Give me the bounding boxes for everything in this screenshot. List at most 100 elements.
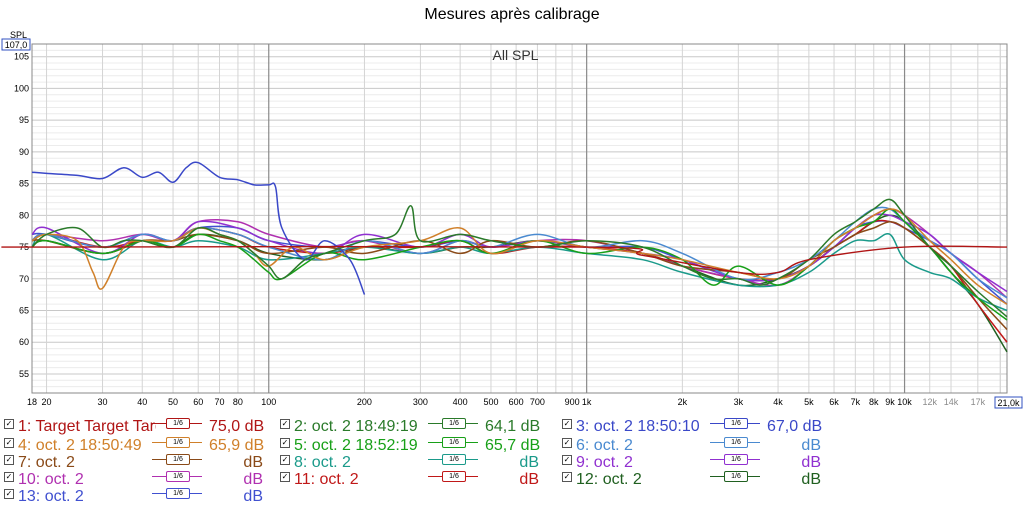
series-line — [31, 214, 1008, 353]
grid — [32, 43, 1007, 394]
x-tick-label: 700 — [530, 397, 545, 407]
legend-checkbox[interactable]: ✓ — [280, 455, 290, 465]
y-tick-label: 60 — [19, 337, 29, 347]
smoothing-selector[interactable]: 1/6 — [152, 418, 202, 429]
x-tick-label: 3k — [734, 397, 744, 407]
x-tick-label: 12k — [922, 397, 937, 407]
series-lines — [1, 161, 1008, 353]
y-tick-label: 85 — [19, 179, 29, 189]
legend-value: dB — [243, 454, 263, 471]
legend-checkbox[interactable]: ✓ — [4, 472, 14, 482]
legend-item[interactable]: ✓ 2: oct. 2 18:49:19 1/6 64,1 dB — [280, 417, 550, 435]
legend-item[interactable]: ✓ 13: oct. 2 1/6 dB — [4, 487, 274, 505]
legend-item[interactable]: ✓ 11: oct. 2 1/6 dB — [280, 470, 550, 488]
legend-item[interactable]: ✓ 9: oct. 2 1/6 dB — [562, 453, 832, 471]
legend-value: dB — [243, 471, 263, 488]
smoothing-selector[interactable]: 1/6 — [152, 488, 202, 499]
smoothing-label: 1/6 — [724, 418, 748, 429]
legend-item[interactable]: ✓ 8: oct. 2 1/6 dB — [280, 453, 550, 471]
legend-checkbox[interactable]: ✓ — [4, 438, 14, 448]
x-tick-label: 7k — [851, 397, 861, 407]
legend-checkbox[interactable]: ✓ — [562, 438, 572, 448]
legend-item[interactable]: ✓ 10: oct. 2 1/6 dB — [4, 470, 274, 488]
legend-series-name: 8: oct. 2 — [294, 454, 351, 471]
x-tick-label: 400 — [453, 397, 468, 407]
legend-checkbox[interactable]: ✓ — [562, 419, 572, 429]
series-line — [31, 206, 1008, 299]
x-tick-label: 9k — [885, 397, 895, 407]
smoothing-label: 1/6 — [442, 454, 466, 465]
smoothing-label: 1/6 — [724, 471, 748, 482]
legend-item[interactable]: ✓ 5: oct. 2 18:52:19 1/6 65,7 dB — [280, 436, 550, 454]
smoothing-selector[interactable]: 1/6 — [710, 454, 760, 465]
smoothing-selector[interactable]: 1/6 — [710, 437, 760, 448]
legend-value: 65,7 dB — [485, 437, 541, 454]
smoothing-selector[interactable]: 1/6 — [710, 418, 760, 429]
legend-series-name: 10: oct. 2 — [18, 471, 84, 488]
page-title: Mesures après calibrage — [424, 6, 600, 23]
y-max-readout[interactable]: 107,0 — [1, 38, 31, 51]
x-tick-label: 4k — [773, 397, 783, 407]
legend-value: 65,9 dB — [209, 437, 265, 454]
legend-series-name: 1: Target Target Target août 14 18: — [18, 418, 156, 435]
x-tick-label: 17k — [971, 397, 986, 407]
x-tick-labels: 18 20 30 40 50 60 70 80 100 200 300 400 500 600 700 900… — [27, 397, 986, 407]
legend-item[interactable]: ✓ 4: oct. 2 18:50:49 1/6 65,9 dB — [4, 436, 274, 454]
y-axis-label: SPL — [10, 30, 27, 40]
legend-checkbox[interactable]: ✓ — [4, 419, 14, 429]
smoothing-selector[interactable]: 1/6 — [152, 454, 202, 465]
series-line — [31, 208, 1008, 321]
x-tick-label: 14k — [944, 397, 959, 407]
legend-series-name: 7: oct. 2 — [18, 454, 75, 471]
y-tick-label: 65 — [19, 306, 29, 316]
smoothing-selector[interactable]: 1/6 — [428, 471, 478, 482]
legend-value: dB — [801, 471, 821, 488]
smoothing-selector[interactable]: 1/6 — [428, 454, 478, 465]
legend-item[interactable]: ✓ 12: oct. 2 1/6 dB — [562, 470, 832, 488]
x-tick-label: 1k — [582, 397, 592, 407]
smoothing-label: 1/6 — [724, 437, 748, 448]
legend-item[interactable]: ✓ 3: oct. 2 18:50:10 1/6 67,0 dB — [562, 417, 832, 435]
legend-checkbox[interactable]: ✓ — [562, 455, 572, 465]
legend-checkbox[interactable]: ✓ — [280, 438, 290, 448]
legend-item[interactable]: ✓ 1: Target Target Target août 14 18: 1/6 7… — [4, 417, 274, 435]
smoothing-label: 1/6 — [442, 437, 466, 448]
smoothing-selector[interactable]: 1/6 — [152, 437, 202, 448]
legend-checkbox[interactable]: ✓ — [4, 489, 14, 499]
smoothing-selector[interactable]: 1/6 — [152, 471, 202, 482]
legend-series-name: 6: oct. 2 — [576, 437, 633, 454]
legend-item[interactable]: ✓ 6: oct. 2 1/6 dB — [562, 436, 832, 454]
smoothing-label: 1/6 — [724, 454, 748, 465]
y-max-readout-text: 107,0 — [5, 40, 28, 50]
smoothing-label: 1/6 — [442, 471, 466, 482]
x-tick-label: 600 — [509, 397, 524, 407]
legend-value: dB — [519, 454, 539, 471]
series-line — [31, 208, 1008, 305]
series-line — [31, 161, 366, 295]
x-tick-label: 20 — [42, 397, 52, 407]
y-tick-label: 95 — [19, 115, 29, 125]
legend-value: 64,1 dB — [485, 418, 541, 435]
smoothing-label: 1/6 — [166, 418, 190, 429]
legend-checkbox[interactable]: ✓ — [280, 419, 290, 429]
x-tick-label: 8k — [869, 397, 879, 407]
legend-checkbox[interactable]: ✓ — [562, 472, 572, 482]
x-tick-label: 900 — [565, 397, 580, 407]
smoothing-label: 1/6 — [166, 454, 190, 465]
legend-item[interactable]: ✓ 7: oct. 2 1/6 dB — [4, 453, 274, 471]
x-tick-label: 200 — [357, 397, 372, 407]
x-tick-label: 100 — [261, 397, 276, 407]
y-tick-label: 100 — [14, 83, 29, 93]
x-max-readout[interactable]: 21,0k — [994, 396, 1023, 409]
legend-checkbox[interactable]: ✓ — [4, 455, 14, 465]
series-line — [1, 245, 1008, 276]
x-tick-label: 500 — [483, 397, 498, 407]
legend-series-name: 5: oct. 2 18:52:19 — [294, 437, 418, 454]
y-tick-label: 105 — [14, 52, 29, 62]
smoothing-selector[interactable]: 1/6 — [710, 471, 760, 482]
legend-checkbox[interactable]: ✓ — [280, 472, 290, 482]
smoothing-selector[interactable]: 1/6 — [428, 418, 478, 429]
smoothing-selector[interactable]: 1/6 — [428, 437, 478, 448]
